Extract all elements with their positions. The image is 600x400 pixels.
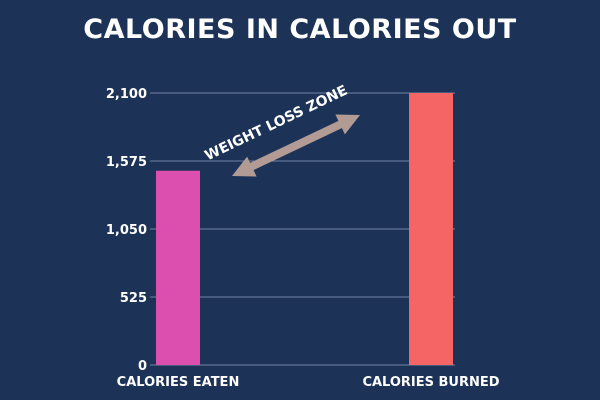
y-tick-label-2-100: 2,100	[106, 87, 147, 102]
y-tick-label-525: 525	[120, 291, 147, 306]
bars	[156, 93, 453, 365]
y-tick-label-1-050: 1,050	[106, 223, 147, 238]
weight-loss-zone-annotation: WEIGHT LOSS ZONE	[202, 83, 360, 177]
chart-title: CALORIES IN CALORIES OUT	[83, 14, 517, 45]
y-axis-ticks: 0 525 1,050 1,575 2,100	[106, 87, 147, 374]
double-arrow-icon	[232, 114, 360, 177]
y-tick-label-0: 0	[138, 359, 147, 374]
bar-calories-eaten	[156, 170, 200, 365]
bar-calories-burned	[409, 93, 453, 365]
y-tick-label-1-575: 1,575	[106, 155, 147, 170]
gridlines	[150, 92, 455, 366]
x-axis-labels: CALORIES EATEN CALORIES BURNED	[117, 375, 500, 390]
x-tick-label-calories-burned: CALORIES BURNED	[362, 375, 499, 390]
x-tick-label-calories-eaten: CALORIES EATEN	[117, 375, 240, 390]
